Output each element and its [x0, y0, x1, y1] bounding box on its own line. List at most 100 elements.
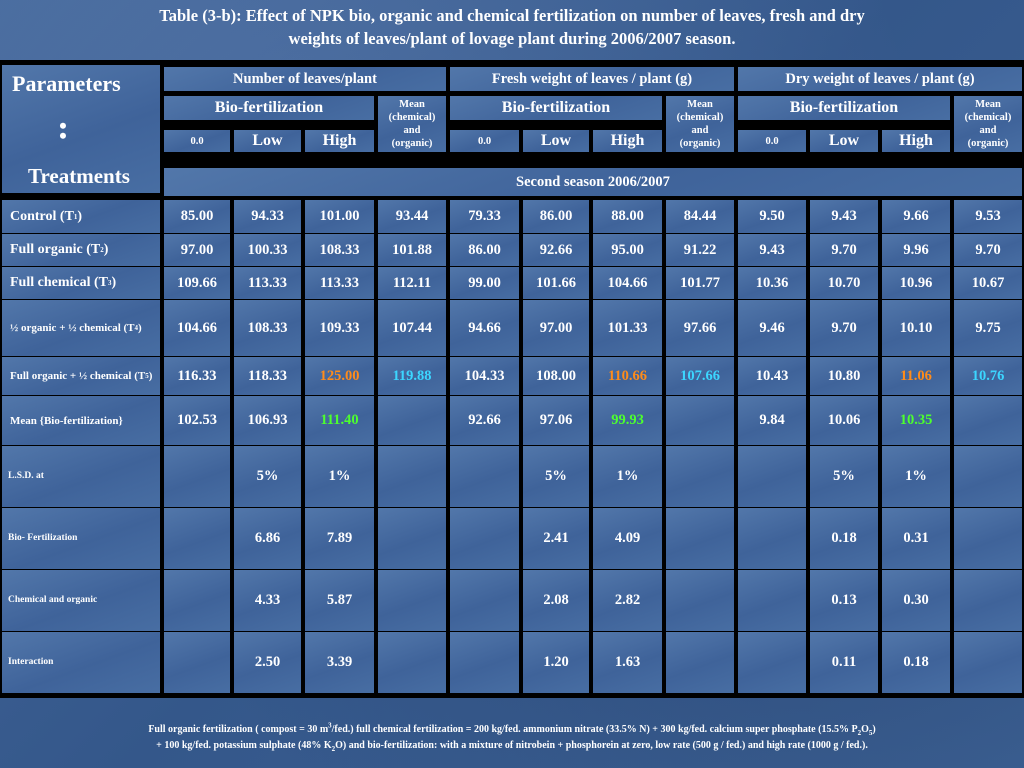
- level-header-1-1: Low: [523, 130, 589, 152]
- season-header: Second season 2006/2007: [164, 168, 1022, 196]
- data-cell-4-9: 10.80: [810, 357, 878, 395]
- row-label-text: Control (T: [10, 208, 74, 224]
- lsd-cell-1-5: 2.08: [523, 570, 589, 631]
- lsd-row-label-2: Interaction: [2, 632, 160, 693]
- data-cell-5-2: 111.40: [305, 396, 374, 445]
- data-cell-1-1: 100.33: [234, 234, 301, 266]
- data-cell-5-11: [954, 396, 1022, 445]
- lsd-cell-2-2: 3.39: [305, 632, 374, 693]
- data-cell-3-7: 97.66: [666, 300, 734, 356]
- parameters-treatments-header: Parameters • • Treatments: [2, 65, 160, 193]
- lsd-cell-2-10: 0.18: [882, 632, 950, 693]
- lsd-pct-cell-2: 1%: [305, 446, 374, 507]
- data-cell-0-1: 94.33: [234, 200, 301, 233]
- lsd-cell-2-6: 1.63: [593, 632, 662, 693]
- table-title: Table (3-b): Effect of NPK bio, organic …: [0, 4, 1024, 50]
- data-cell-4-11: 10.76: [954, 357, 1022, 395]
- lsd-cell-0-7: [666, 508, 734, 569]
- lsd-pct-cell-4: [450, 446, 519, 507]
- data-cell-4-2: 125.00: [305, 357, 374, 395]
- row-label-text: Mean {Bio-fertilization}: [10, 414, 123, 427]
- level-header-0-0: 0.0: [164, 130, 230, 152]
- lsd-cell-0-8: [738, 508, 806, 569]
- level-header-2-1: Low: [810, 130, 878, 152]
- level-header-0-1: Low: [234, 130, 301, 152]
- level-header-1-2: High: [593, 130, 662, 152]
- data-cell-2-2: 113.33: [305, 267, 374, 299]
- data-cell-1-10: 9.96: [882, 234, 950, 266]
- bio-fertilization-header-2: Bio-fertilization: [738, 96, 950, 120]
- lsd-cell-0-6: 4.09: [593, 508, 662, 569]
- data-cell-5-8: 9.84: [738, 396, 806, 445]
- data-cell-4-0: 116.33: [164, 357, 230, 395]
- data-cell-2-8: 10.36: [738, 267, 806, 299]
- data-cell-0-8: 9.50: [738, 200, 806, 233]
- lsd-cell-1-8: [738, 570, 806, 631]
- lsd-cell-2-11: [954, 632, 1022, 693]
- lsd-pct-cell-0: [164, 446, 230, 507]
- header-dots: • •: [59, 112, 127, 148]
- group-header-1: Fresh weight of leaves / plant (g): [450, 67, 734, 91]
- data-cell-5-0: 102.53: [164, 396, 230, 445]
- lsd-cell-2-9: 0.11: [810, 632, 878, 693]
- row-label-4: Full organic + ½ chemical (T 5): [2, 357, 160, 395]
- data-cell-1-4: 86.00: [450, 234, 519, 266]
- data-cell-3-9: 9.70: [810, 300, 878, 356]
- lsd-pct-cell-1: 5%: [234, 446, 301, 507]
- data-cell-3-2: 109.33: [305, 300, 374, 356]
- lsd-pct-cell-5: 5%: [523, 446, 589, 507]
- lsd-cell-2-5: 1.20: [523, 632, 589, 693]
- lsd-cell-0-4: [450, 508, 519, 569]
- lsd-cell-1-7: [666, 570, 734, 631]
- bio-fertilization-header-1: Bio-fertilization: [450, 96, 662, 120]
- row-label-0: Control (T 1): [2, 200, 160, 233]
- data-cell-5-4: 92.66: [450, 396, 519, 445]
- lsd-cell-0-9: 0.18: [810, 508, 878, 569]
- lsd-cell-2-7: [666, 632, 734, 693]
- data-cell-1-8: 9.43: [738, 234, 806, 266]
- data-cell-0-10: 9.66: [882, 200, 950, 233]
- lsd-label: L.S.D. at: [2, 446, 160, 507]
- level-header-2-0: 0.0: [738, 130, 806, 152]
- data-cell-1-6: 95.00: [593, 234, 662, 266]
- group-header-2: Dry weight of leaves / plant (g): [738, 67, 1022, 91]
- data-cell-5-1: 106.93: [234, 396, 301, 445]
- lsd-cell-0-10: 0.31: [882, 508, 950, 569]
- data-cell-4-10: 11.06: [882, 357, 950, 395]
- lsd-cell-2-0: [164, 632, 230, 693]
- data-cell-2-10: 10.96: [882, 267, 950, 299]
- group-header-0: Number of leaves/plant: [164, 67, 446, 91]
- data-cell-4-8: 10.43: [738, 357, 806, 395]
- data-cell-2-5: 101.66: [523, 267, 589, 299]
- row-label-suffix: ): [103, 242, 109, 257]
- data-cell-0-2: 101.00: [305, 200, 374, 233]
- data-cell-2-9: 10.70: [810, 267, 878, 299]
- data-cell-4-3: 119.88: [378, 357, 446, 395]
- data-cell-4-6: 110.66: [593, 357, 662, 395]
- lsd-cell-1-0: [164, 570, 230, 631]
- lsd-pct-cell-11: [954, 446, 1022, 507]
- row-label-suffix: ): [111, 275, 117, 290]
- data-cell-0-0: 85.00: [164, 200, 230, 233]
- level-header-0-2: High: [305, 130, 374, 152]
- data-cell-1-2: 108.33: [305, 234, 374, 266]
- data-cell-4-4: 104.33: [450, 357, 519, 395]
- data-cell-2-1: 113.33: [234, 267, 301, 299]
- row-label-2: Full chemical (T 3): [2, 267, 160, 299]
- data-cell-5-6: 99.93: [593, 396, 662, 445]
- lsd-cell-1-9: 0.13: [810, 570, 878, 631]
- data-cell-3-1: 108.33: [234, 300, 301, 356]
- data-cell-3-3: 107.44: [378, 300, 446, 356]
- row-label-text: Full chemical (T: [10, 275, 108, 290]
- data-cell-3-10: 10.10: [882, 300, 950, 356]
- lsd-pct-cell-6: 1%: [593, 446, 662, 507]
- lsd-pct-cell-10: 1%: [882, 446, 950, 507]
- data-cell-5-3: [378, 396, 446, 445]
- row-label-text: Full organic + ½ chemical (T: [10, 370, 146, 382]
- row-label-5: Mean {Bio-fertilization}: [2, 396, 160, 445]
- title-line-1: Table (3-b): Effect of NPK bio, organic …: [159, 6, 865, 25]
- lsd-cell-1-2: 5.87: [305, 570, 374, 631]
- row-label-suffix: ): [148, 370, 153, 382]
- data-cell-3-4: 94.66: [450, 300, 519, 356]
- lsd-cell-0-11: [954, 508, 1022, 569]
